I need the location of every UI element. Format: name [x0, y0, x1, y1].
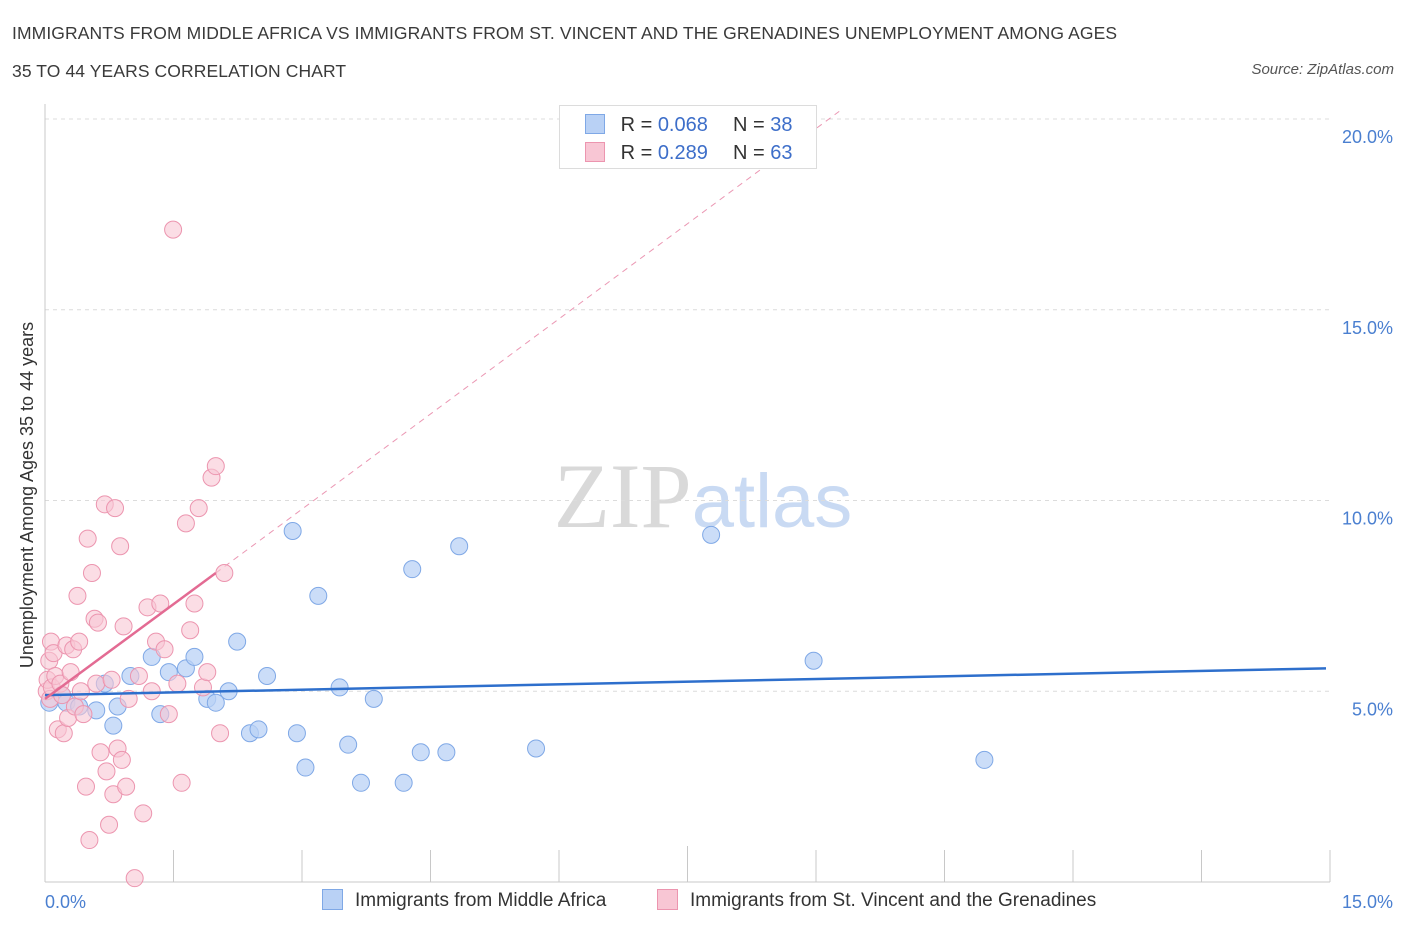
middle-africa-point: [258, 666, 277, 685]
middle-africa-point: [403, 560, 422, 579]
st-vincent-point: [125, 869, 144, 888]
middle-africa-point: [702, 525, 721, 544]
legend-n-label: N =: [733, 114, 765, 136]
st-vincent-point: [117, 777, 136, 796]
st-vincent-point: [91, 743, 110, 762]
middle-africa-point: [339, 735, 358, 754]
st-vincent-point: [185, 594, 204, 613]
st-vincent-point: [164, 220, 183, 239]
st-vincent-point: [114, 617, 133, 636]
st-vincent-point: [168, 674, 187, 693]
y-tick-label: 15.0%: [1342, 318, 1393, 338]
st-vincent-point: [129, 666, 148, 685]
middle-africa-point: [287, 724, 306, 743]
st-vincent-point: [61, 663, 80, 682]
st-vincent-point: [206, 457, 225, 476]
middle-africa-point: [330, 678, 349, 697]
middle-africa-point: [309, 586, 328, 605]
legend-r-label: R =: [620, 114, 653, 136]
middle-africa-point: [351, 773, 370, 792]
st-vincent-point: [189, 499, 208, 518]
st-vincent-point: [215, 563, 234, 582]
st-vincent-point: [54, 724, 73, 743]
middle-africa-point: [437, 743, 456, 762]
st-vincent-point: [87, 674, 106, 693]
source-label: Source: ZipAtlas.com: [1251, 61, 1394, 78]
st-vincent-trend-line: [44, 571, 217, 700]
middle-africa-point: [411, 743, 430, 762]
legend-n-label: N =: [733, 142, 765, 164]
st-vincent-point: [176, 514, 195, 533]
middle-africa-point: [228, 632, 247, 651]
st-vincent-point: [68, 586, 87, 605]
x-tick-label-min: 0.0%: [45, 892, 86, 912]
st-vincent-point: [76, 777, 95, 796]
middle-africa-point: [450, 537, 469, 556]
middle-africa-point: [283, 522, 302, 541]
st-vincent-point: [74, 705, 93, 724]
st-vincent-point: [151, 594, 170, 613]
middle-africa-point: [296, 758, 315, 777]
st-vincent-point: [142, 682, 161, 701]
st-vincent-point: [80, 831, 99, 850]
bottom-legend-middle-africa: Immigrants from Middle Africa: [322, 889, 606, 912]
st-vincent-point: [88, 613, 107, 632]
bottom-legend-st-vincent: Immigrants from St. Vincent and the Gren…: [657, 889, 1096, 912]
middle-africa-point: [975, 750, 994, 769]
st-vincent-point: [211, 724, 230, 743]
y-tick-label: 5.0%: [1352, 699, 1393, 719]
bottom-legend-swatch-pink: [657, 889, 678, 910]
legend-r-value: 0.068: [657, 114, 708, 136]
middle-africa-point: [394, 773, 413, 792]
legend-r-value: 0.289: [657, 142, 708, 164]
legend-n-value: 38: [770, 114, 793, 136]
bottom-legend-label: Immigrants from St. Vincent and the Gren…: [690, 890, 1097, 911]
st-vincent-point: [159, 705, 178, 724]
y-tick-label: 10.0%: [1342, 509, 1393, 529]
st-vincent-point: [181, 621, 200, 640]
legend-swatch-blue: [585, 114, 605, 134]
st-vincent-trend-extension: [215, 110, 840, 574]
st-vincent-point: [97, 762, 116, 781]
st-vincent-point: [70, 632, 89, 651]
middle-africa-trend-line: [44, 667, 1327, 697]
st-vincent-point: [172, 773, 191, 792]
legend-row-middle-africa: R = 0.068 N = 38: [585, 114, 793, 136]
middle-africa-point: [249, 720, 268, 739]
st-vincent-point: [134, 804, 153, 823]
middle-africa-point: [185, 647, 204, 666]
chart-title-line-2: 35 TO 44 YEARS CORRELATION CHART: [12, 61, 347, 81]
st-vincent-point: [71, 682, 90, 701]
st-vincent-point: [78, 529, 97, 548]
chart-title-line-1: IMMIGRANTS FROM MIDDLE AFRICA VS IMMIGRA…: [12, 23, 1118, 43]
middle-africa-point: [804, 651, 823, 670]
x-tick-label-max: 15.0%: [1342, 892, 1393, 912]
middle-africa-point: [527, 739, 546, 758]
st-vincent-point: [155, 640, 174, 659]
st-vincent-point: [112, 750, 131, 769]
st-vincent-point: [102, 670, 121, 689]
y-tick-label: 20.0%: [1342, 127, 1393, 147]
st-vincent-point: [100, 815, 119, 834]
middle-africa-point: [364, 689, 383, 708]
legend-n-value: 63: [770, 142, 793, 164]
legend-r-label: R =: [620, 142, 653, 164]
st-vincent-point: [82, 563, 101, 582]
bottom-legend-label: Immigrants from Middle Africa: [355, 890, 607, 911]
legend-swatch-pink: [585, 142, 605, 162]
bottom-legend-swatch-blue: [322, 889, 343, 910]
st-vincent-point: [198, 663, 217, 682]
middle-africa-point: [104, 716, 123, 735]
middle-africa-point: [206, 693, 225, 712]
st-vincent-point: [106, 499, 125, 518]
legend-row-st-vincent: R = 0.289 N = 63: [585, 142, 793, 164]
correlation-legend: R = 0.068 N = 38 R = 0.289 N = 63: [559, 105, 817, 169]
st-vincent-point: [193, 678, 212, 697]
y-axis-label: Unemployment Among Ages 35 to 44 years: [17, 322, 37, 668]
st-vincent-point: [111, 537, 130, 556]
